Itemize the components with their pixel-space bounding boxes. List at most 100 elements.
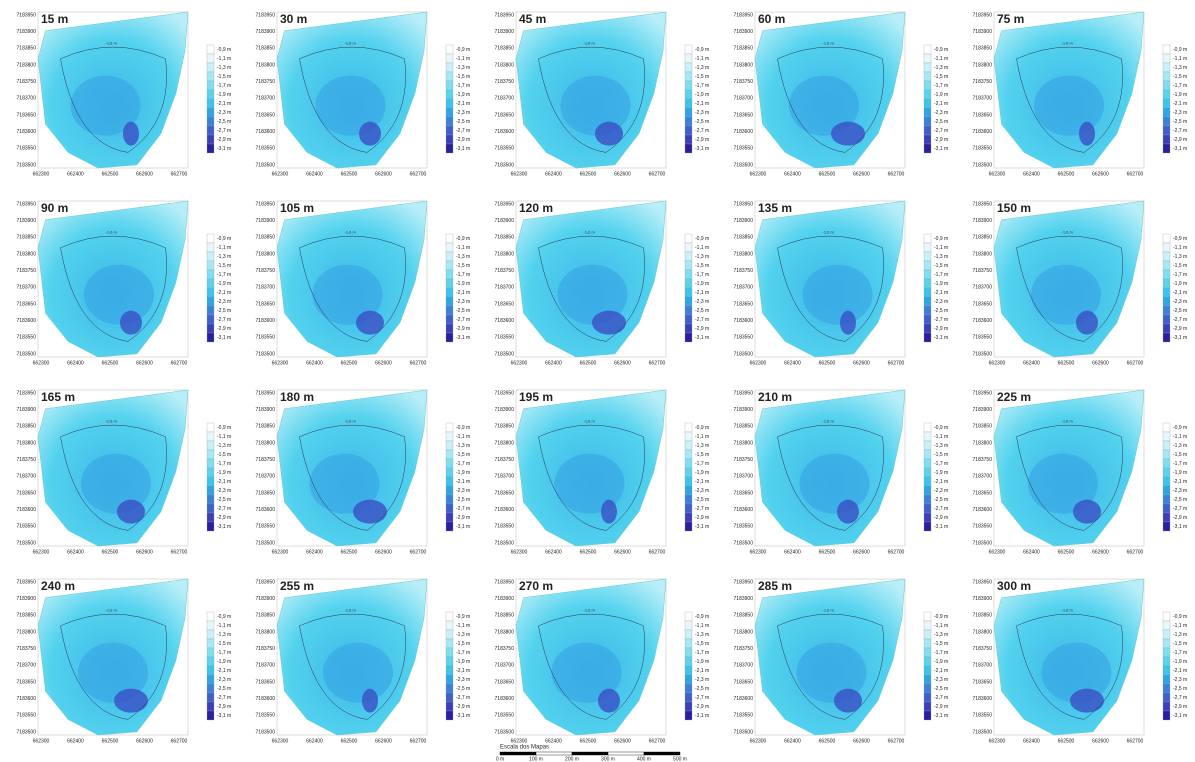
legend-swatch — [446, 495, 453, 504]
y-tick-label: 7183750 — [734, 646, 754, 652]
legend-swatch — [446, 81, 453, 90]
legend-swatch — [1163, 81, 1170, 90]
legend-swatch — [207, 135, 214, 144]
legend-swatch — [207, 279, 214, 288]
y-tick-label: 7183750 — [495, 646, 515, 652]
y-tick-label: 7183750 — [17, 268, 37, 274]
y-tick-label: 7183550 — [256, 524, 276, 530]
legend-label: -2,5 m — [695, 308, 709, 314]
legend-swatch — [207, 693, 214, 702]
contour-label: -1,6 m — [345, 40, 357, 45]
y-tick-label: 7183950 — [973, 201, 993, 207]
legend-label: -2,3 m — [695, 299, 709, 305]
legend-label: -0,9 m — [217, 614, 231, 620]
scale-label: 400 m — [637, 756, 651, 762]
legend-label: -2,3 m — [1173, 677, 1187, 683]
y-tick-label: 7183850 — [17, 235, 37, 241]
legend-label: -1,1 m — [1173, 623, 1187, 629]
legend-swatch — [446, 468, 453, 477]
depression — [803, 265, 873, 325]
legend-label: -2,3 m — [456, 488, 470, 494]
legend-label: -0,9 m — [1173, 425, 1187, 431]
y-tick-label: 7183600 — [734, 507, 754, 513]
scale-segment — [536, 752, 572, 755]
x-tick-label: 662600 — [614, 171, 631, 177]
legend-swatch — [685, 702, 692, 711]
y-tick-label: 7183800 — [256, 440, 276, 446]
legend-label: -2,5 m — [456, 497, 470, 503]
legend-label: -2,1 m — [456, 668, 470, 674]
panel-title: 165 m — [41, 390, 75, 404]
legend-label: -0,9 m — [217, 236, 231, 242]
legend-label: -1,9 m — [1173, 92, 1187, 98]
y-tick-label: 7183500 — [973, 351, 993, 357]
y-tick-label: 7183800 — [973, 440, 993, 446]
panel-title: 135 m — [758, 201, 792, 215]
legend-label: -2,1 m — [1173, 290, 1187, 296]
contour-label: -1,6 m — [823, 40, 835, 45]
x-tick-label: 662700 — [888, 549, 905, 555]
figure: -1,6 m15 m718395071839007183850718380071… — [0, 0, 1195, 762]
y-tick-label: 7183700 — [734, 663, 754, 669]
x-tick-label: 662600 — [1092, 549, 1109, 555]
x-tick-label: 662600 — [853, 738, 870, 744]
legend-swatch — [685, 144, 692, 153]
legend-label: -2,5 m — [217, 119, 231, 125]
legend-label: -1,3 m — [456, 443, 470, 449]
scale-segment — [644, 752, 680, 755]
scale-label: 300 m — [601, 756, 615, 762]
y-tick-label: 7183950 — [734, 579, 754, 585]
legend-label: -1,5 m — [934, 263, 948, 269]
legend-label: -2,7 m — [934, 695, 948, 701]
legend-label: -2,1 m — [934, 479, 948, 485]
y-tick-label: 7183700 — [495, 96, 515, 102]
legend-swatch — [1163, 657, 1170, 666]
map-panel: -1,6 m285 m71839507183900718385071838007… — [734, 579, 949, 744]
y-tick-label: 7183500 — [734, 540, 754, 546]
legend-swatch — [1163, 522, 1170, 531]
legend-swatch — [924, 702, 931, 711]
legend-swatch — [685, 252, 692, 261]
x-tick-label: 662600 — [375, 738, 392, 744]
depression — [114, 689, 148, 713]
legend-swatch — [924, 513, 931, 522]
legend-swatch — [207, 612, 214, 621]
legend-swatch — [924, 693, 931, 702]
legend-label: -1,7 m — [217, 272, 231, 278]
x-tick-label: 662500 — [102, 171, 119, 177]
legend-swatch — [446, 702, 453, 711]
legend-swatch — [446, 657, 453, 666]
legend-label: -3,1 m — [1173, 713, 1187, 719]
legend-label: -2,5 m — [695, 497, 709, 503]
y-tick-label: 7183800 — [495, 62, 515, 68]
legend-swatch — [924, 612, 931, 621]
x-tick-label: 662600 — [136, 171, 153, 177]
legend-swatch — [685, 504, 692, 513]
legend-swatch — [207, 234, 214, 243]
legend-swatch — [207, 477, 214, 486]
legend-swatch — [207, 468, 214, 477]
y-tick-label: 7183700 — [973, 474, 993, 480]
contour-label: -1,6 m — [106, 229, 118, 234]
legend-swatch — [924, 333, 931, 342]
y-tick-label: 7183900 — [495, 29, 515, 35]
legend-label: -0,9 m — [456, 47, 470, 53]
legend-swatch — [207, 495, 214, 504]
legend-label: -1,5 m — [1173, 641, 1187, 647]
x-tick-label: 662500 — [580, 360, 597, 366]
depression — [598, 689, 620, 713]
y-tick-label: 7183650 — [973, 490, 993, 496]
legend-label: -2,5 m — [456, 308, 470, 314]
x-tick-label: 662500 — [341, 360, 358, 366]
legend-label: -2,7 m — [456, 506, 470, 512]
x-tick-label: 662600 — [375, 171, 392, 177]
x-tick-label: 662300 — [750, 360, 767, 366]
legend-label: -2,9 m — [934, 326, 948, 332]
legend-swatch — [924, 495, 931, 504]
x-tick-label: 662700 — [410, 171, 427, 177]
x-tick-label: 662700 — [1127, 549, 1144, 555]
y-tick-label: 7183600 — [495, 318, 515, 324]
legend-swatch — [685, 54, 692, 63]
y-tick-label: 7183950 — [256, 579, 276, 585]
legend-swatch — [1163, 630, 1170, 639]
